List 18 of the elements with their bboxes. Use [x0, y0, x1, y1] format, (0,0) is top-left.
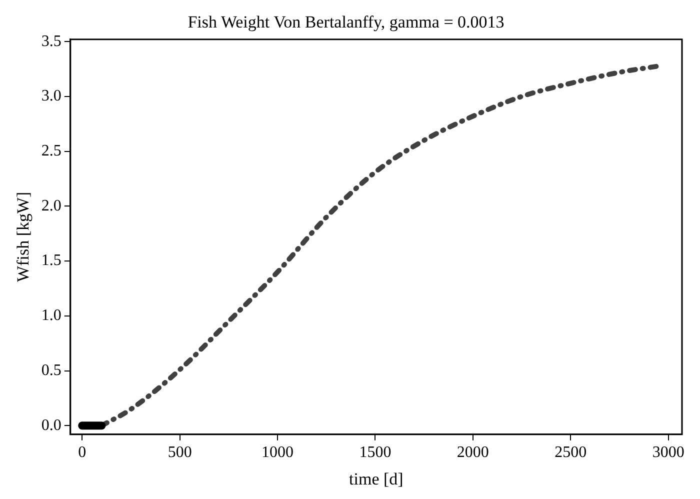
y-tick-label: 2.5: [41, 142, 62, 160]
x-tick-label: 500: [168, 444, 192, 462]
x-axis-title: time [d]: [349, 469, 404, 488]
x-tick-label: 0: [78, 444, 86, 462]
x-tick-label: 2500: [554, 444, 587, 462]
y-tick-label: 1.0: [41, 307, 62, 324]
y-tick-label: 1.5: [41, 252, 62, 270]
y-axis-title: Wfish [kgW]: [14, 192, 33, 282]
x-tick-label: 1500: [359, 444, 392, 462]
y-tick-label: 2.0: [41, 197, 62, 214]
y-tick-label: 3.5: [41, 32, 62, 50]
y-tick-label: 3.0: [41, 88, 62, 105]
chart-title: Fish Weight Von Bertalanffy, gamma = 0.0013: [188, 12, 504, 32]
x-tick-label: 2000: [456, 444, 489, 462]
y-tick-label: 0.0: [41, 416, 62, 434]
x-tick-label: 3000: [652, 444, 684, 462]
x-tick-label: 1000: [262, 444, 294, 462]
y-tick-label: 0.5: [41, 362, 62, 379]
